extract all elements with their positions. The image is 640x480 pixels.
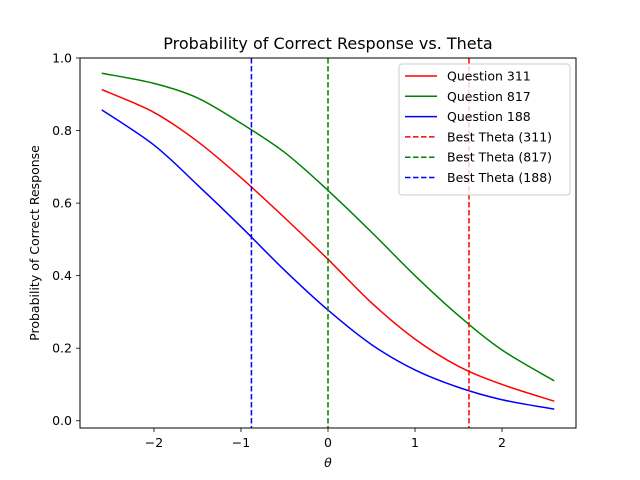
y-tick-label: 0.8: [52, 123, 72, 138]
y-tick-label: 0.4: [52, 268, 72, 283]
legend-label-question-817: Question 817: [447, 89, 531, 104]
x-tick-label: 2: [498, 435, 506, 450]
y-axis-label: Probability of Correct Response: [27, 145, 42, 341]
legend-label-question-188: Question 188: [447, 109, 531, 124]
x-tick-label: −2: [145, 435, 163, 450]
x-tick-label: −1: [232, 435, 250, 450]
x-axis-label: θ: [324, 455, 332, 470]
legend-label-best-theta-311: Best Theta (311): [447, 129, 552, 144]
y-tick-label: 0.6: [52, 196, 72, 211]
legend-frame: [398, 63, 571, 196]
legend-label-best-theta-188: Best Theta (188): [447, 170, 552, 185]
x-tick-label: 0: [324, 435, 332, 450]
y-tick-label: 1.0: [52, 51, 72, 66]
legend-label-question-311: Question 311: [447, 69, 531, 84]
x-tick-label: 1: [411, 435, 419, 450]
y-tick-label: 0.2: [52, 341, 72, 356]
plot-area: [101, 58, 555, 428]
y-tick-label: 0.0: [52, 413, 72, 428]
chart-title: Probability of Correct Response vs. Thet…: [163, 34, 492, 53]
axes-ticks: −2 −1 0 1 2 0.0 0.2 0.4 0.6 0.8 1.0: [52, 51, 506, 451]
legend-items: Question 311 Question 817 Question 188 Best…: [405, 69, 552, 185]
legend: Question 311 Question 817 Question 188 Best…: [398, 63, 571, 196]
legend-label-best-theta-817: Best Theta (817): [447, 150, 552, 165]
